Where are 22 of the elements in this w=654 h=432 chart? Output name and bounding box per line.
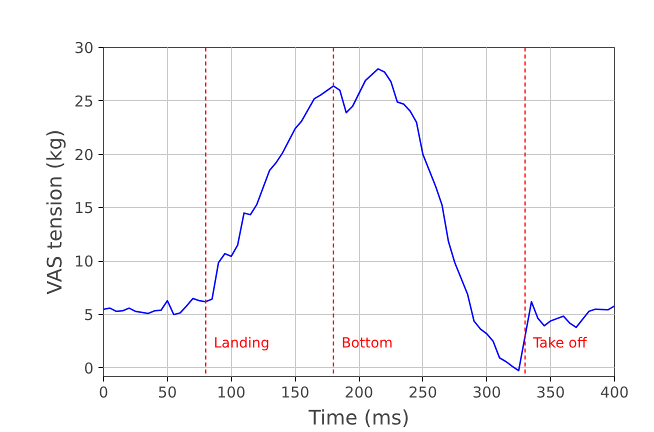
x-tick-label: 150: [280, 384, 310, 402]
y-tick-label: 0: [84, 359, 94, 378]
x-tick-label: 50: [158, 384, 177, 402]
x-tick-label: 250: [408, 384, 438, 402]
y-tick-label: 25: [74, 92, 94, 110]
x-tick-label: 200: [344, 384, 374, 402]
y-axis-title: VAS tension (kg): [42, 129, 66, 295]
x-axis-title: Time (ms): [308, 406, 410, 430]
x-tick-label: 0: [98, 384, 108, 402]
x-tick-label: 400: [600, 384, 629, 402]
x-tick-label: 100: [216, 384, 246, 402]
ref-line-label: Landing: [214, 335, 270, 352]
y-tick-label: 10: [74, 252, 94, 271]
x-tick-label: 350: [536, 384, 565, 402]
ref-line-label: Bottom: [341, 335, 393, 352]
y-tick-label: 5: [84, 306, 94, 324]
line-series: [104, 68, 614, 372]
y-tick-label: 20: [74, 146, 94, 164]
y-tick-label: 30: [74, 39, 94, 57]
ref-line-label: Take off: [532, 335, 588, 352]
y-tick-label: 15: [74, 199, 94, 218]
x-tick-label: 300: [472, 384, 502, 402]
